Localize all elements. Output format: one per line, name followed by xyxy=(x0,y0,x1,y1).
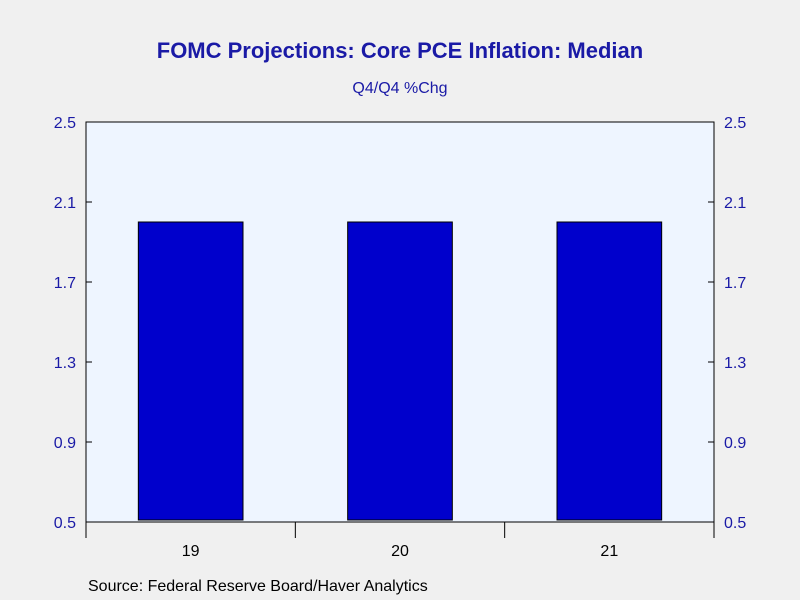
y-tick-label-left: 2.5 xyxy=(54,115,76,132)
y-tick-label-right: 1.7 xyxy=(724,275,746,292)
y-tick-label-right: 0.9 xyxy=(724,435,746,452)
y-tick-label-right: 0.5 xyxy=(724,515,746,532)
chart-title: FOMC Projections: Core PCE Inflation: Me… xyxy=(156,38,644,63)
y-tick-label-left: 1.7 xyxy=(54,275,76,292)
x-tick-label-20: 20 xyxy=(391,543,409,560)
source-note: Source: Federal Reserve Board/Haver Anal… xyxy=(88,578,428,595)
x-tick-label-19: 19 xyxy=(182,543,200,560)
y-tick-label-right: 2.1 xyxy=(724,195,746,212)
x-tick-label-21: 21 xyxy=(600,543,618,560)
bar-21 xyxy=(556,221,663,521)
bar-20 xyxy=(347,221,453,521)
bar-19 xyxy=(137,221,244,521)
chart-subtitle: Q4/Q4 %Chg xyxy=(352,80,448,97)
y-tick-label-left: 0.5 xyxy=(54,515,76,532)
y-tick-label-left: 0.9 xyxy=(54,435,76,452)
y-tick-label-left: 1.3 xyxy=(54,355,76,372)
y-tick-label-right: 1.3 xyxy=(724,355,746,372)
y-tick-label-right: 2.5 xyxy=(724,115,746,132)
y-tick-label-left: 2.1 xyxy=(54,195,76,212)
